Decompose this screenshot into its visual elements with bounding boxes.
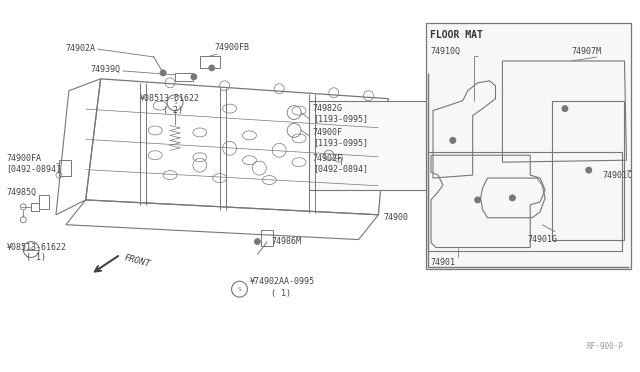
- Text: FLOOR MAT: FLOOR MAT: [430, 30, 483, 40]
- Text: 74901C: 74901C: [603, 171, 633, 180]
- Text: FRONT: FRONT: [124, 253, 152, 269]
- Text: [1193-0995]: [1193-0995]: [313, 114, 368, 123]
- Text: S: S: [29, 247, 33, 252]
- Text: RF·900·P: RF·900·P: [587, 342, 624, 351]
- Text: 74902A: 74902A: [66, 44, 95, 52]
- Text: ( 2): ( 2): [163, 106, 183, 115]
- Bar: [59, 160, 71, 176]
- Circle shape: [160, 70, 166, 76]
- Circle shape: [191, 74, 197, 80]
- Text: 74901: 74901: [430, 258, 455, 267]
- Text: 74900F: 74900F: [313, 128, 343, 137]
- Text: 74900FB: 74900FB: [214, 42, 250, 52]
- Text: 74910Q: 74910Q: [430, 46, 460, 55]
- Text: 74900: 74900: [383, 213, 408, 222]
- Text: 74902F: 74902F: [313, 154, 343, 163]
- Bar: [426, 23, 632, 269]
- Circle shape: [562, 106, 568, 112]
- Text: 74982G: 74982G: [313, 104, 343, 113]
- Text: [0492-0894]: [0492-0894]: [6, 164, 61, 173]
- Text: ¥08513-61622: ¥08513-61622: [6, 243, 67, 252]
- Text: 74985Q: 74985Q: [6, 189, 36, 198]
- Bar: [39, 195, 49, 209]
- Text: [0492-0894]: [0492-0894]: [313, 164, 368, 173]
- Bar: [31, 203, 39, 211]
- Circle shape: [209, 65, 214, 71]
- Circle shape: [586, 167, 592, 173]
- Text: 74986M: 74986M: [271, 237, 301, 246]
- Text: [1193-0995]: [1193-0995]: [313, 138, 368, 147]
- Text: 74900FA: 74900FA: [6, 154, 42, 163]
- Text: ¥08513-61622: ¥08513-61622: [140, 94, 200, 103]
- Text: S: S: [237, 287, 241, 292]
- Text: 74939Q: 74939Q: [90, 65, 120, 74]
- Text: 74907M: 74907M: [572, 46, 602, 55]
- Text: ( 1): ( 1): [26, 253, 46, 262]
- Bar: [261, 230, 273, 246]
- Text: ¥74902AA-0995: ¥74902AA-0995: [250, 277, 314, 286]
- Bar: [200, 56, 220, 68]
- Circle shape: [509, 195, 515, 201]
- Circle shape: [475, 197, 481, 203]
- Bar: [428, 152, 621, 251]
- Text: 74901G: 74901G: [527, 235, 557, 244]
- Bar: [309, 101, 438, 190]
- Circle shape: [450, 137, 456, 143]
- Circle shape: [254, 238, 260, 244]
- Text: ( 1): ( 1): [271, 289, 291, 298]
- Bar: [175, 73, 193, 81]
- Text: S: S: [173, 100, 177, 105]
